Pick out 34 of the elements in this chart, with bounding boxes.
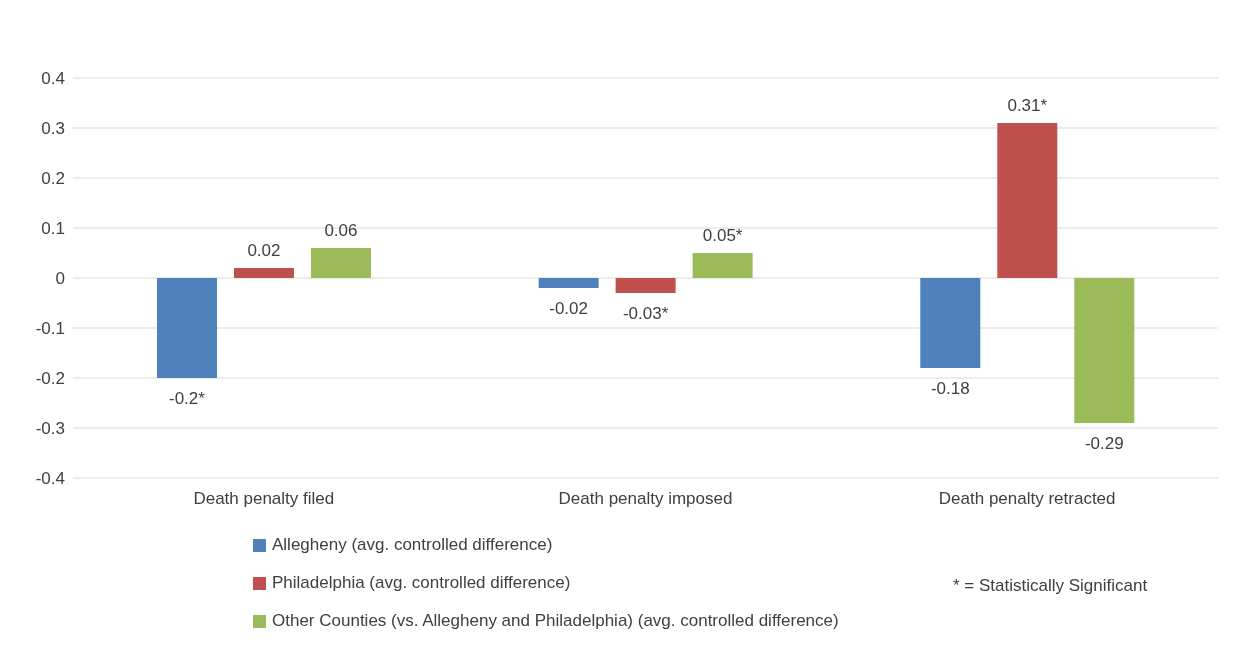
- y-tick-label: 0.2: [41, 169, 65, 189]
- bar: [310, 248, 371, 278]
- legend-label: Other Counties (vs. Allegheny and Philadelphia) (avg. controlled difference): [272, 611, 839, 631]
- data-label: -0.03*: [622, 304, 669, 323]
- legend-label: Philadelphia (avg. controlled difference): [272, 573, 571, 593]
- x-tick-label: Death penalty retracted: [938, 489, 1116, 509]
- x-tick-label: Death penalty filed: [193, 489, 335, 509]
- y-tick-label: -0.4: [35, 469, 65, 489]
- y-tick-label: -0.1: [35, 319, 65, 339]
- data-label: -0.2*: [169, 389, 206, 408]
- y-tick-label: 0.4: [41, 69, 65, 89]
- data-label: 0.05*: [702, 226, 743, 245]
- data-label: -0.18: [930, 379, 970, 398]
- bar: [538, 278, 599, 288]
- y-tick-label: -0.2: [35, 369, 65, 389]
- data-label: 0.06: [324, 221, 358, 240]
- x-tick-label: Death penalty imposed: [558, 489, 733, 509]
- y-tick-label: -0.3: [35, 419, 65, 439]
- bar: [1074, 278, 1135, 423]
- y-tick-label: 0: [55, 269, 65, 289]
- y-tick-label: 0.3: [41, 119, 65, 139]
- bar: [997, 123, 1058, 278]
- data-label: -0.29: [1084, 434, 1124, 453]
- y-tick-label: 0.1: [41, 219, 65, 239]
- bar: [692, 253, 753, 278]
- text: * = Statistically Significant: [953, 576, 1148, 596]
- data-label: -0.02: [549, 299, 589, 318]
- data-label: 0.02: [247, 241, 281, 260]
- bar: [156, 278, 217, 378]
- data-label: 0.31*: [1007, 96, 1048, 115]
- bar: [233, 268, 294, 278]
- legend-label: Allegheny (avg. controlled difference): [272, 535, 553, 555]
- bar: [615, 278, 676, 293]
- bar: [920, 278, 981, 368]
